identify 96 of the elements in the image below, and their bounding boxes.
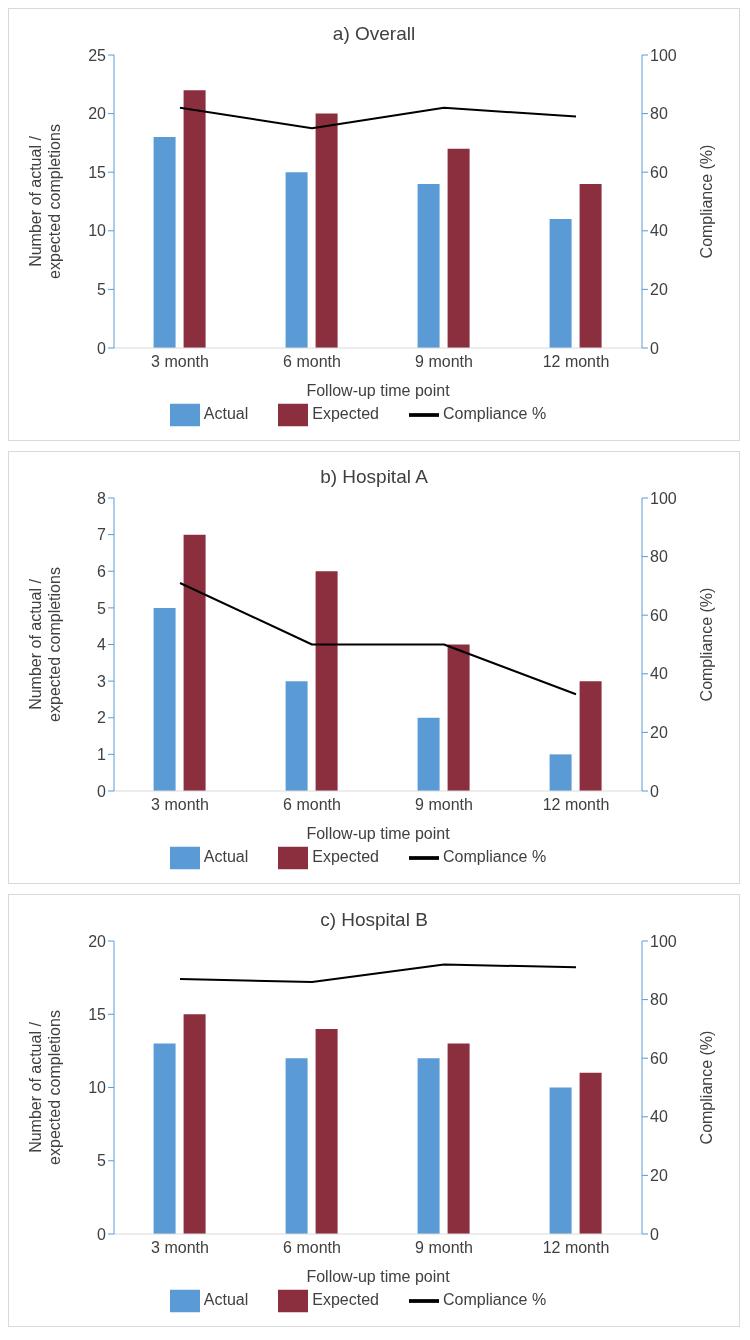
y2-tick-label: 80 [650, 105, 668, 123]
bar [153, 1043, 176, 1234]
bar [549, 1087, 572, 1234]
bar [579, 681, 602, 791]
bar [285, 172, 308, 348]
x-tick-label: 9 month [415, 1239, 473, 1257]
y2-tick-label: 0 [650, 782, 659, 800]
chart-title: a) Overall [331, 22, 417, 45]
bar [315, 1028, 338, 1234]
legend-label: Compliance % [443, 1291, 547, 1309]
y2-tick-label: 0 [650, 1225, 659, 1243]
y2-tick-label: 20 [650, 724, 668, 742]
x-tick-label: 3 month [151, 353, 209, 371]
y-tick-label: 15 [88, 1005, 107, 1023]
bar [579, 183, 602, 348]
y2-tick-label: 40 [650, 222, 668, 240]
legend-label: Expected [312, 405, 380, 423]
x-tick-label: 9 month [415, 353, 473, 371]
legend-label: Expected [312, 848, 380, 866]
y2-tick-label: 60 [650, 1049, 668, 1067]
y-axis-title: Number of actual / expected completions [27, 124, 63, 279]
bar [153, 137, 176, 348]
y2-axis-title: Compliance (%) [698, 1030, 715, 1145]
y-axis-title: Number of actual / expected completions [27, 567, 63, 722]
x-tick-label: 3 month [151, 1239, 209, 1257]
x-axis-title: Follow-up time point [306, 382, 451, 399]
y2-tick-label: 40 [650, 665, 668, 683]
y-axis-title: Number of actual / expected completions [27, 1010, 63, 1165]
y2-tick-label: 20 [650, 1167, 668, 1185]
bar [285, 1058, 308, 1234]
legend-label: Compliance % [443, 405, 547, 423]
x-axis-title: Follow-up time point [306, 825, 451, 842]
y-tick-label: 2 [97, 709, 107, 727]
y2-axis-title: Compliance (%) [698, 587, 715, 702]
bar [417, 1058, 440, 1234]
y2-tick-label: 100 [650, 489, 677, 507]
bar [579, 1072, 602, 1234]
chart-title: b) Hospital A [319, 465, 429, 488]
y-tick-label: 5 [97, 1152, 107, 1170]
bar [447, 1043, 470, 1234]
y-tick-label: 20 [88, 932, 107, 950]
y-tick-label: 0 [97, 1225, 107, 1243]
y-tick-label: 0 [97, 782, 107, 800]
bar [549, 219, 572, 348]
bar [285, 681, 308, 791]
legend-label: Actual [203, 848, 249, 866]
bar [183, 90, 206, 348]
legend-label: Compliance % [443, 848, 547, 866]
bar [183, 1014, 206, 1234]
chart-title: c) Hospital B [319, 908, 429, 931]
y-tick-label: 1 [97, 746, 107, 764]
y2-tick-label: 100 [650, 932, 677, 950]
y-tick-label: 0 [97, 339, 107, 357]
x-tick-label: 3 month [151, 796, 209, 814]
bar [183, 534, 206, 791]
bar [417, 183, 440, 348]
y2-axis-title: Compliance (%) [698, 144, 715, 259]
y-tick-label: 3 [97, 672, 107, 690]
bar [315, 113, 338, 348]
y2-tick-label: 20 [650, 281, 668, 299]
y-tick-label: 5 [97, 599, 107, 617]
y-tick-label: 10 [88, 1079, 107, 1097]
y-tick-label: 10 [88, 222, 107, 240]
y2-tick-label: 80 [650, 991, 668, 1009]
y-tick-label: 4 [97, 636, 107, 654]
bar [549, 754, 572, 791]
y2-tick-label: 60 [650, 606, 668, 624]
y2-tick-label: 80 [650, 548, 668, 566]
bar [315, 571, 338, 791]
x-tick-label: 6 month [283, 353, 341, 371]
legend-label: Actual [203, 405, 249, 423]
y-tick-label: 20 [88, 105, 107, 123]
y2-tick-label: 60 [650, 163, 668, 181]
x-tick-label: 12 month [542, 796, 610, 814]
x-tick-label: 6 month [283, 1239, 341, 1257]
y-tick-label: 8 [97, 489, 107, 507]
bar [447, 644, 470, 791]
bar [447, 148, 470, 348]
y-tick-label: 5 [97, 281, 107, 299]
x-tick-label: 12 month [542, 1239, 610, 1257]
legend-label: Expected [312, 1291, 380, 1309]
y2-tick-label: 100 [650, 46, 677, 64]
x-tick-label: 9 month [415, 796, 473, 814]
x-tick-label: 12 month [542, 353, 610, 371]
bar [153, 607, 176, 791]
y-tick-label: 7 [97, 526, 107, 544]
x-axis-title: Follow-up time point [306, 1268, 451, 1285]
y-tick-label: 6 [97, 562, 107, 580]
y-tick-label: 25 [88, 46, 107, 64]
bar [417, 717, 440, 791]
y-tick-label: 15 [88, 163, 107, 181]
y2-tick-label: 0 [650, 339, 659, 357]
x-tick-label: 6 month [283, 796, 341, 814]
line-series [179, 963, 577, 984]
y2-tick-label: 40 [650, 1108, 668, 1126]
legend-label: Actual [203, 1291, 249, 1309]
